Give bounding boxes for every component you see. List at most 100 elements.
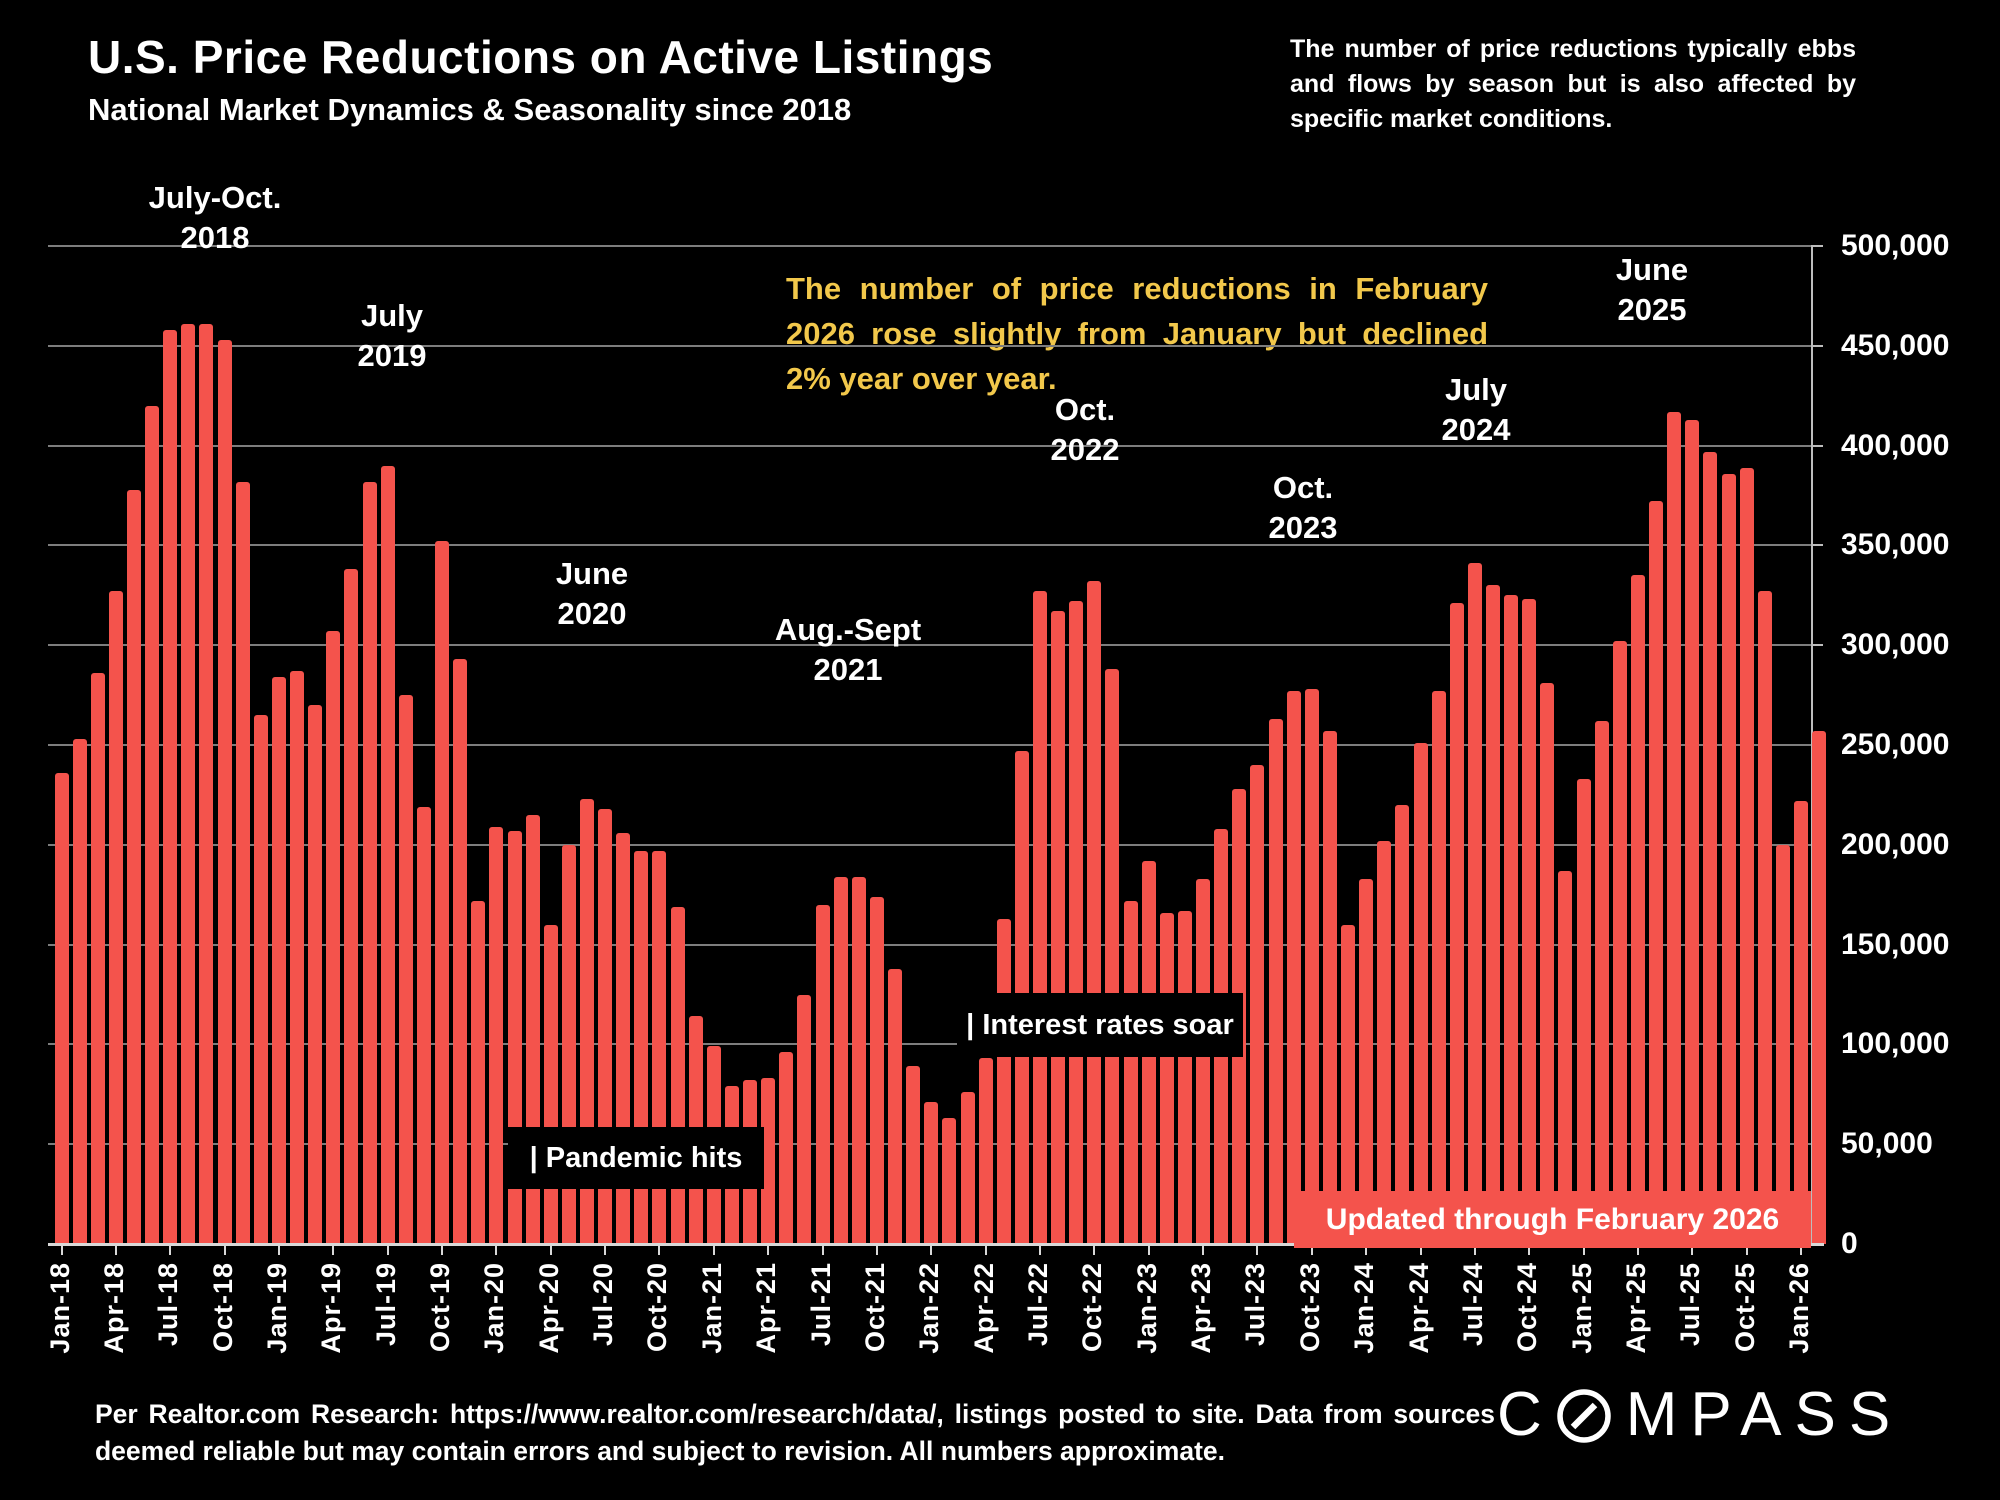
bar-Oct-23 <box>1304 689 1319 1244</box>
x-axis-label-Jan-19: Jan-19 <box>261 1262 292 1354</box>
gridline <box>48 245 1811 247</box>
bar-Nov-21 <box>888 968 903 1244</box>
bar-Apr-24 <box>1413 743 1428 1244</box>
x-axis-tick <box>1745 1246 1748 1255</box>
x-axis-line <box>48 1243 1824 1246</box>
x-axis-label-Jul-21: Jul-21 <box>805 1262 836 1347</box>
x-axis-label-Oct-25: Oct-25 <box>1729 1262 1760 1353</box>
bar-Jul-21 <box>815 904 830 1244</box>
event-callout: | Pandemic hits <box>508 1127 764 1189</box>
x-axis-label-Jul-23: Jul-23 <box>1240 1262 1271 1347</box>
x-axis-label-Jan-26: Jan-26 <box>1784 1262 1815 1354</box>
chart-annotation: June 2025 <box>1615 252 1689 327</box>
bar-Mar-18 <box>90 673 105 1244</box>
x-axis-label-Oct-21: Oct-21 <box>859 1262 890 1353</box>
y-axis-tick <box>1811 344 1823 347</box>
x-axis-tick <box>1147 1246 1150 1255</box>
bar-Feb-26 <box>1812 731 1827 1244</box>
x-axis-label-Jan-22: Jan-22 <box>914 1262 945 1354</box>
y-axis-tick <box>1811 245 1823 247</box>
bar-Feb-25 <box>1594 721 1609 1244</box>
bar-Feb-22 <box>942 1118 957 1244</box>
x-axis-label-Oct-22: Oct-22 <box>1077 1262 1108 1353</box>
bar-Aug-24 <box>1485 585 1500 1244</box>
gridline <box>48 744 1811 746</box>
x-axis-label-Oct-20: Oct-20 <box>642 1262 673 1353</box>
x-axis-label-Jul-18: Jul-18 <box>153 1262 184 1347</box>
gridline <box>48 1043 1811 1046</box>
x-axis-tick <box>930 1246 933 1255</box>
x-axis-tick <box>223 1246 226 1255</box>
bar-Oct-24 <box>1522 599 1537 1244</box>
bar-Sep-21 <box>851 876 866 1244</box>
bar-Nov-18 <box>235 481 250 1244</box>
bar-Oct-21 <box>869 896 884 1244</box>
chart-annotation: June 2020 <box>555 556 629 631</box>
bar-Mar-24 <box>1395 804 1410 1244</box>
bar-Feb-24 <box>1377 840 1392 1244</box>
y-axis-label: 50,000 <box>1841 1127 1933 1161</box>
x-axis-tick <box>1419 1246 1422 1255</box>
x-axis-tick <box>1038 1246 1041 1255</box>
x-axis-label-Apr-25: Apr-25 <box>1620 1262 1651 1354</box>
bar-Jan-22 <box>924 1102 939 1244</box>
x-axis-label-Apr-22: Apr-22 <box>968 1262 999 1354</box>
x-axis-tick <box>1582 1246 1585 1255</box>
bar-Aug-23 <box>1268 719 1283 1244</box>
bar-Aug-22 <box>1051 611 1066 1244</box>
bar-Dec-25 <box>1775 844 1790 1244</box>
page-title: U.S. Price Reductions on Active Listings <box>88 31 994 83</box>
y-axis-tick <box>1811 544 1823 547</box>
bar-Dec-21 <box>906 1066 921 1244</box>
x-axis-tick <box>549 1246 552 1255</box>
bar-Jul-22 <box>1032 591 1047 1244</box>
x-axis-tick <box>658 1246 661 1255</box>
bar-Apr-21 <box>761 1078 776 1244</box>
bar-Jul-19 <box>380 465 395 1244</box>
x-axis-tick <box>169 1246 172 1255</box>
y-axis-label: 100,000 <box>1841 1027 1950 1061</box>
x-axis-label-Apr-24: Apr-24 <box>1403 1262 1434 1354</box>
bar-Jul-23 <box>1250 764 1265 1244</box>
bar-Jan-25 <box>1576 778 1591 1244</box>
bar-Sep-19 <box>416 806 431 1244</box>
chart-annotation: July 2024 <box>1441 372 1511 447</box>
x-axis-tick <box>604 1246 607 1255</box>
bar-Mar-19 <box>308 705 323 1244</box>
x-axis-label-Apr-19: Apr-19 <box>316 1262 347 1354</box>
chart-annotation: Oct. 2023 <box>1268 470 1338 545</box>
logo-letters-mpass: MPASS <box>1625 1380 1904 1449</box>
bar-Feb-18 <box>72 739 87 1244</box>
x-axis-tick <box>1473 1246 1476 1255</box>
source-note: Per Realtor.com Research: https://www.re… <box>95 1399 1495 1466</box>
y-axis-label: 250,000 <box>1841 728 1950 761</box>
bar-Dec-22 <box>1123 900 1138 1244</box>
bar-Nov-22 <box>1105 669 1120 1244</box>
bar-Dec-24 <box>1558 870 1573 1244</box>
bar-Jul-24 <box>1467 563 1482 1244</box>
bar-Apr-19 <box>326 631 341 1244</box>
x-axis-tick <box>875 1246 878 1255</box>
bar-Dec-18 <box>253 715 268 1244</box>
bar-Dec-19 <box>471 900 486 1244</box>
compass-logo: C MPASS <box>1497 1384 1916 1446</box>
bar-Feb-23 <box>1159 912 1174 1244</box>
x-axis-tick <box>712 1246 715 1255</box>
logo-letter-c: C <box>1497 1380 1542 1449</box>
chart-annotation: July 2019 <box>357 298 427 373</box>
x-axis-label-Oct-19: Oct-19 <box>425 1262 456 1353</box>
bar-Sep-18 <box>199 323 214 1244</box>
y-axis-label: 350,000 <box>1841 528 1950 562</box>
chart-annotation: Aug.-Sept 2021 <box>774 612 922 687</box>
x-axis-label-Jan-21: Jan-21 <box>696 1262 727 1354</box>
bar-Nov-23 <box>1322 731 1337 1244</box>
bar-Oct-22 <box>1087 581 1102 1244</box>
bar-Jun-24 <box>1449 603 1464 1244</box>
chart-annotation: July-Oct. 2018 <box>148 180 282 255</box>
x-axis-label-Apr-21: Apr-21 <box>751 1262 782 1354</box>
bar-Jan-24 <box>1359 878 1374 1244</box>
highlight-note: The number of price reductions in Februa… <box>786 271 1488 396</box>
bar-May-24 <box>1431 691 1446 1244</box>
gridline <box>48 444 1811 447</box>
x-axis-label-Apr-23: Apr-23 <box>1186 1262 1217 1354</box>
